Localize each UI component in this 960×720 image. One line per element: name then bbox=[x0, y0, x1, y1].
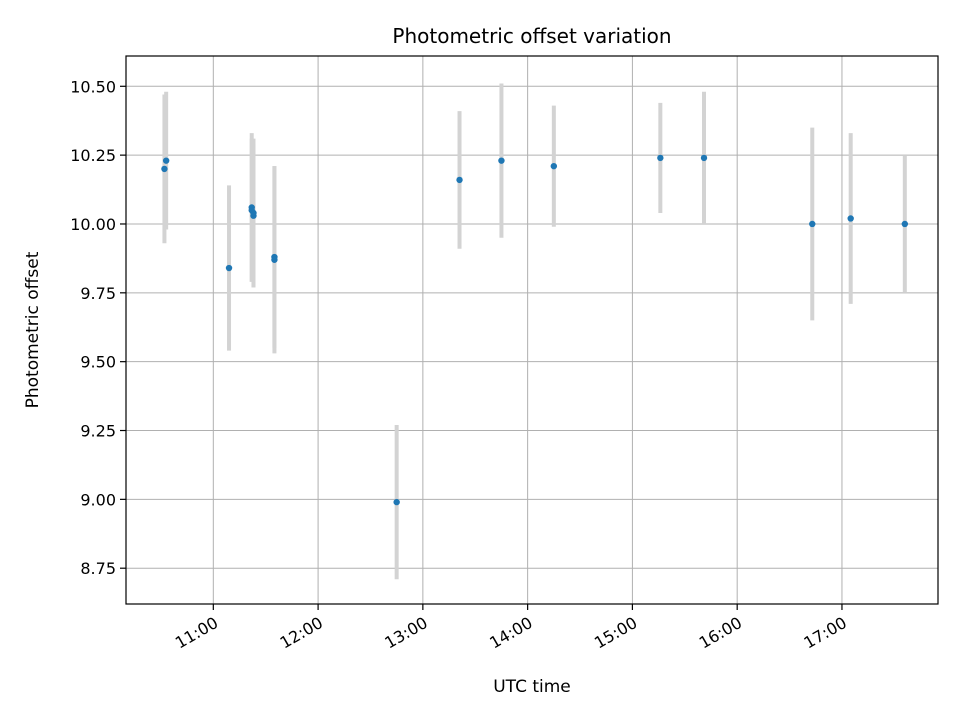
data-point bbox=[271, 256, 278, 263]
grid-layer bbox=[126, 56, 938, 604]
x-tick-label: 17:00 bbox=[801, 613, 850, 653]
point-layer bbox=[161, 154, 909, 506]
data-point bbox=[847, 215, 854, 222]
x-tick-label: 16:00 bbox=[696, 613, 745, 653]
y-tick-label: 9.75 bbox=[80, 284, 116, 303]
y-tick-label: 10.50 bbox=[70, 77, 116, 96]
y-tick-label: 10.25 bbox=[70, 146, 116, 165]
data-point bbox=[161, 165, 168, 173]
x-tick-label: 12:00 bbox=[277, 613, 326, 653]
data-point bbox=[393, 498, 400, 506]
data-point bbox=[657, 154, 664, 162]
x-tick-label: 14:00 bbox=[486, 613, 535, 653]
data-point bbox=[250, 209, 257, 217]
data-point bbox=[700, 154, 708, 162]
plot-frame bbox=[125, 55, 939, 605]
y-tick-label: 9.50 bbox=[80, 353, 116, 372]
x-axis-label: UTC time bbox=[493, 677, 571, 697]
x-tick-layer: 11:00 12:00 13:00 14:00 15:00 16:00 17:00 bbox=[172, 604, 850, 653]
y-tick-label: 10.00 bbox=[70, 215, 116, 234]
data-point bbox=[162, 157, 170, 164]
data-point bbox=[456, 176, 463, 184]
chart-title: Photometric offset variation bbox=[392, 24, 671, 48]
x-tick-label: 15:00 bbox=[591, 613, 640, 653]
y-tick-layer: 8.75 9.00 9.25 9.50 9.75 10.00 10.25 10.50 bbox=[70, 77, 126, 578]
data-point bbox=[550, 162, 558, 170]
y-tick-label: 8.75 bbox=[80, 559, 116, 578]
y-tick-label: 9.00 bbox=[80, 490, 116, 509]
data-point bbox=[225, 264, 233, 272]
data-point bbox=[901, 220, 909, 228]
y-tick-label: 9.25 bbox=[80, 422, 116, 441]
x-tick-label: 13:00 bbox=[381, 613, 430, 653]
errorbar-layer bbox=[162, 83, 907, 580]
data-point bbox=[809, 220, 816, 228]
x-tick-label: 11:00 bbox=[172, 613, 221, 653]
data-point bbox=[498, 157, 505, 164]
y-axis-label: Photometric offset bbox=[23, 251, 43, 408]
